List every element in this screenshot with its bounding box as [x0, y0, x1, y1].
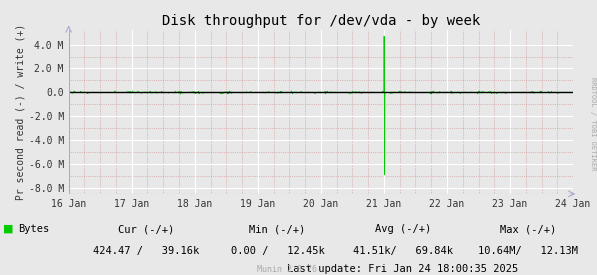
Text: Munin 2.0.76: Munin 2.0.76	[257, 265, 316, 274]
Text: ■: ■	[3, 224, 14, 234]
Text: 424.47 /   39.16k: 424.47 / 39.16k	[93, 246, 199, 256]
Title: Disk throughput for /dev/vda - by week: Disk throughput for /dev/vda - by week	[162, 14, 480, 28]
Text: Min (-/+): Min (-/+)	[250, 224, 306, 234]
Text: Avg (-/+): Avg (-/+)	[375, 224, 431, 234]
Text: 10.64M/   12.13M: 10.64M/ 12.13M	[478, 246, 578, 256]
Text: 41.51k/   69.84k: 41.51k/ 69.84k	[353, 246, 453, 256]
Text: Cur (-/+): Cur (-/+)	[118, 224, 174, 234]
Text: Bytes: Bytes	[18, 224, 49, 234]
Text: Max (-/+): Max (-/+)	[500, 224, 556, 234]
Y-axis label: Pr second read (-) / write (+): Pr second read (-) / write (+)	[16, 24, 26, 200]
Text: RRDTOOL / TOBI OETIKER: RRDTOOL / TOBI OETIKER	[590, 77, 596, 170]
Text: Last update: Fri Jan 24 18:00:35 2025: Last update: Fri Jan 24 18:00:35 2025	[287, 264, 519, 274]
Text: 0.00 /   12.45k: 0.00 / 12.45k	[230, 246, 325, 256]
